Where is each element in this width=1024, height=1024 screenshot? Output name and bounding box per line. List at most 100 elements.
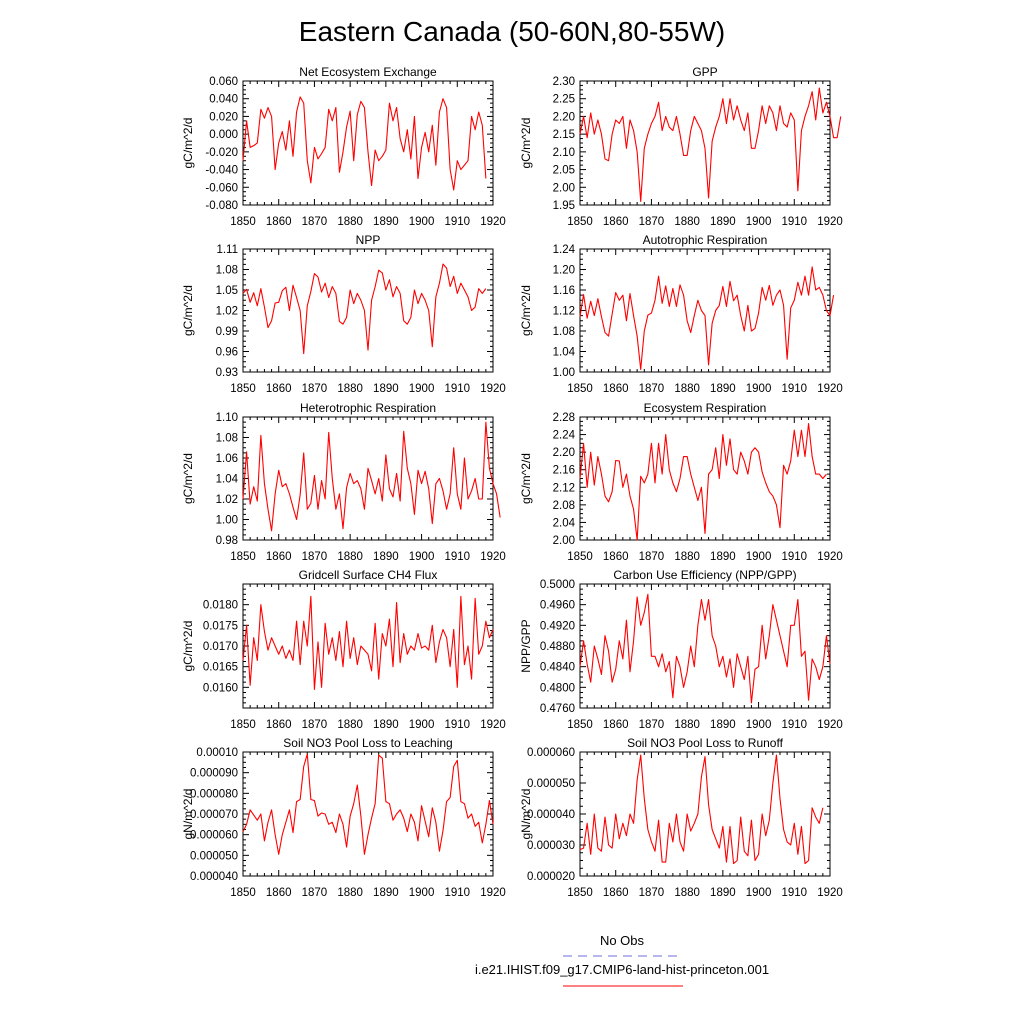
y-tick-label: 0.00010 [196, 747, 238, 759]
y-tick-label: 2.20 [553, 447, 575, 459]
y-tick-label: 0.000080 [190, 788, 238, 800]
x-tick-label: 1860 [603, 551, 629, 563]
x-tick-label: 1870 [639, 216, 665, 228]
x-tick-label: 1850 [230, 887, 256, 899]
x-tick-label: 1920 [480, 216, 506, 228]
x-tick-label: 1900 [746, 887, 772, 899]
x-tick-label: 1870 [302, 383, 328, 395]
y-tick-label: 2.10 [553, 147, 575, 159]
panel-title: Soil NO3 Pool Loss to Runoff [627, 736, 784, 750]
y-tick-label: -0.080 [205, 200, 238, 212]
panel-8: Carbon Use Efficiency (NPP/GPP) 1850 1860 1… [519, 568, 843, 731]
x-tick-label: 1850 [567, 551, 593, 563]
y-tick-label: 2.00 [553, 182, 575, 194]
y-tick-label: 0.96 [216, 347, 238, 359]
x-tick-label: 1860 [266, 383, 292, 395]
y-tick-label: 0.000050 [527, 778, 575, 790]
x-tick-label: 1860 [266, 551, 292, 563]
x-tick-label: 1920 [817, 719, 843, 731]
y-axis-label: gC/m^2/d [181, 453, 195, 504]
x-tick-label: 1870 [302, 551, 328, 563]
y-tick-label: 2.25 [553, 94, 575, 106]
x-tick-label: 1860 [266, 887, 292, 899]
y-tick-label: 0.000060 [190, 830, 238, 842]
panel-4: Autotrophic Respiration 1850 1860 1870 1880 1… [519, 233, 843, 395]
y-tick-label: 2.12 [553, 482, 575, 494]
y-tick-label: 1.11 [216, 244, 238, 256]
y-tick-label: 0.4880 [540, 641, 575, 653]
y-tick-label: 0.000090 [190, 768, 238, 780]
x-tick-label: 1880 [337, 719, 363, 731]
y-tick-label: 1.04 [216, 474, 239, 486]
y-axis-label: gC/m^2/d [519, 453, 533, 504]
x-tick-label: 1900 [746, 216, 772, 228]
figure-title: Eastern Canada (50-60N,80-55W) [299, 16, 725, 47]
x-tick-label: 1900 [746, 383, 772, 395]
panel-title: NPP [356, 233, 381, 247]
y-tick-label: 0.98 [216, 535, 238, 547]
panel-title: Autotrophic Respiration [643, 233, 768, 247]
x-tick-label: 1890 [373, 887, 399, 899]
y-tick-label: 0.0175 [203, 620, 238, 632]
x-tick-label: 1900 [409, 551, 435, 563]
y-tick-label: 0.060 [209, 76, 238, 88]
x-tick-label: 1860 [266, 719, 292, 731]
y-tick-label: 1.02 [216, 306, 238, 318]
x-tick-label: 1880 [674, 383, 700, 395]
x-tick-label: 1860 [603, 383, 629, 395]
x-tick-label: 1910 [781, 551, 807, 563]
x-tick-label: 1880 [337, 383, 363, 395]
y-tick-label: -0.020 [205, 147, 238, 159]
x-tick-label: 1920 [480, 719, 506, 731]
y-tick-label: 0.4960 [540, 600, 575, 612]
panel-title: Soil NO3 Pool Loss to Leaching [283, 736, 452, 750]
x-tick-label: 1850 [567, 383, 593, 395]
y-tick-label: 1.12 [553, 306, 575, 318]
x-tick-label: 1850 [230, 719, 256, 731]
x-tick-label: 1870 [302, 719, 328, 731]
y-axis-label: gC/m^2/d [181, 118, 195, 169]
x-tick-label: 1910 [444, 551, 470, 563]
y-tick-label: 0.4840 [540, 662, 575, 674]
x-tick-label: 1860 [603, 719, 629, 731]
series-line [242, 595, 494, 690]
y-tick-label: 2.04 [553, 517, 576, 529]
legend-model-label: i.e21.IHIST.f09_g17.CMIP6-land-hist-prin… [475, 962, 769, 977]
panel-title: Carbon Use Efficiency (NPP/GPP) [613, 568, 796, 582]
x-tick-label: 1880 [337, 216, 363, 228]
y-axis-label: gN/m^2/d [519, 789, 533, 840]
x-tick-label: 1890 [373, 383, 399, 395]
series-line [579, 87, 842, 203]
x-tick-label: 1850 [567, 719, 593, 731]
x-tick-label: 1850 [567, 887, 593, 899]
y-tick-label: 2.20 [553, 111, 575, 123]
x-tick-label: 1890 [710, 887, 736, 899]
y-axis-label: gN/m^2/d [181, 789, 195, 840]
x-tick-label: 1880 [337, 887, 363, 899]
x-tick-label: 1920 [817, 887, 843, 899]
y-tick-label: 1.08 [216, 433, 238, 445]
y-tick-label: 1.08 [216, 265, 238, 277]
x-tick-label: 1900 [409, 719, 435, 731]
y-tick-label: 0.040 [209, 94, 238, 106]
x-tick-label: 1890 [710, 216, 736, 228]
x-tick-label: 1890 [710, 383, 736, 395]
panel-title: Heterotrophic Respiration [300, 401, 436, 415]
y-tick-label: 1.05 [216, 285, 238, 297]
y-tick-label: -0.040 [205, 165, 238, 177]
y-tick-label: 0.0170 [203, 641, 238, 653]
x-tick-label: 1920 [480, 551, 506, 563]
y-tick-label: 2.05 [553, 165, 575, 177]
x-tick-label: 1910 [781, 383, 807, 395]
series-line [242, 96, 487, 191]
y-tick-label: 0.0180 [203, 600, 238, 612]
x-tick-label: 1890 [373, 719, 399, 731]
x-tick-label: 1880 [674, 719, 700, 731]
x-tick-label: 1890 [373, 216, 399, 228]
panel-1: Net Ecosystem Exchange 1850 1860 1870 1880 18… [181, 65, 506, 228]
series-line [579, 266, 835, 370]
y-tick-label: 2.24 [553, 430, 576, 442]
panel-6: Ecosystem Respiration 1850 1860 1870 1880 189… [519, 401, 843, 563]
x-tick-label: 1880 [337, 551, 363, 563]
x-tick-label: 1920 [817, 216, 843, 228]
